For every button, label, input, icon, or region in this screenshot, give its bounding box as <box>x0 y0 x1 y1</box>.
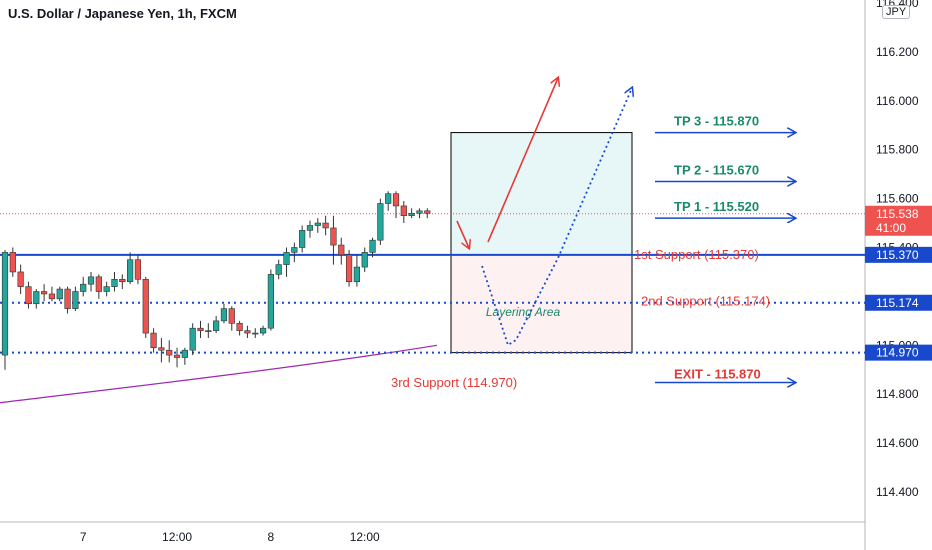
candle-body <box>40 291 48 295</box>
candle-body <box>213 320 220 331</box>
projection-dotted-arrow <box>481 88 632 347</box>
candle-body <box>56 288 63 300</box>
level-badge-2: 115.174 <box>876 296 919 310</box>
support-label-2: 2nd Support (115.174) <box>641 294 770 309</box>
candle-body <box>80 283 87 292</box>
candle-body <box>385 193 392 204</box>
candle-body <box>181 349 188 358</box>
entry-arrow <box>456 220 469 248</box>
candle-body <box>291 247 298 253</box>
y-tick-label: 116.200 <box>876 45 919 59</box>
candle-body <box>72 291 79 309</box>
y-tick-label: 114.400 <box>876 485 919 499</box>
candle-body <box>416 210 423 214</box>
support-label-1: 1st Support (115.370) <box>634 247 759 262</box>
candle-body <box>189 327 196 351</box>
y-tick-label: 114.800 <box>876 387 919 401</box>
candle-body <box>142 278 149 334</box>
candle-body <box>400 205 407 217</box>
candle-body <box>252 332 259 335</box>
x-tick-label: 8 <box>268 530 275 544</box>
candle-body <box>87 276 95 285</box>
current-price-badge-bg <box>865 205 932 236</box>
candle-body <box>205 330 212 332</box>
target-zone-box <box>450 132 633 256</box>
exit-label: EXIT - 115.870 <box>674 367 761 382</box>
candle-body <box>353 266 361 283</box>
level-badge-1-bg <box>865 246 932 263</box>
candle-body <box>322 222 329 229</box>
candle-body <box>48 293 56 300</box>
candle-body <box>17 271 24 287</box>
candle-body <box>345 254 353 283</box>
level-badge-1: 115.370 <box>876 248 919 262</box>
candle-body <box>9 252 16 273</box>
x-tick-label: 12:00 <box>162 530 192 544</box>
chart-title: U.S. Dollar / Japanese Yen, 1h, FXCM <box>8 6 237 21</box>
candle-body <box>127 259 134 283</box>
candle-body <box>158 347 165 351</box>
candle-body <box>25 286 32 305</box>
candle-body <box>283 252 290 265</box>
countdown-label: 41:00 <box>876 221 906 235</box>
currency-button[interactable]: JPY <box>882 5 911 19</box>
candle-body <box>306 225 314 231</box>
candle-body <box>119 278 126 283</box>
tp-label-1: TP 1 - 115.520 <box>674 199 759 214</box>
y-tick-label: 115.600 <box>876 192 919 206</box>
candle-body <box>228 308 235 324</box>
candle-body <box>220 308 228 322</box>
candle-body <box>166 349 173 356</box>
candle-body <box>95 276 102 292</box>
candle-body <box>392 193 400 207</box>
candle-body <box>275 264 282 275</box>
candle-body <box>236 322 243 331</box>
candle-body <box>314 222 321 226</box>
candle-body <box>103 286 110 292</box>
x-tick-label: 7 <box>80 530 87 544</box>
moving-average-line <box>0 344 438 404</box>
candle-body <box>33 291 40 305</box>
candle-body <box>173 354 181 358</box>
x-tick-label: 12:00 <box>350 530 380 544</box>
candle-body <box>1 252 9 356</box>
candle-body <box>150 332 157 349</box>
level-badge-2-bg <box>865 294 932 311</box>
y-tick-label: 114.600 <box>876 436 919 450</box>
candle-body <box>299 230 306 248</box>
candle-body <box>64 288 71 309</box>
candle-body <box>361 252 368 268</box>
candle-body <box>259 327 267 334</box>
layering-area-label: Layering Area <box>486 305 561 319</box>
candle-body <box>424 210 431 214</box>
candle-body <box>267 274 274 329</box>
candle-body <box>244 330 251 334</box>
level-badge-3-bg <box>865 344 932 361</box>
candle-body <box>369 239 376 253</box>
support-label-3: 3rd Support (114.970) <box>391 375 517 390</box>
candle-body <box>338 244 345 256</box>
y-tick-label: 116.000 <box>876 94 919 108</box>
tp-label-2: TP 2 - 115.670 <box>674 162 759 177</box>
candle-body <box>134 259 142 280</box>
y-tick-label: 115.800 <box>876 143 919 157</box>
candle-body <box>330 227 337 246</box>
breakout-arrow <box>487 78 558 243</box>
current-price-badge: 115.538 <box>876 207 919 221</box>
candle-body <box>111 278 118 287</box>
candle-body <box>197 327 204 331</box>
level-badge-3: 114.970 <box>876 346 919 360</box>
candle-body <box>377 203 384 241</box>
tp-label-3: TP 3 - 115.870 <box>674 114 759 129</box>
candle-body <box>408 212 415 217</box>
